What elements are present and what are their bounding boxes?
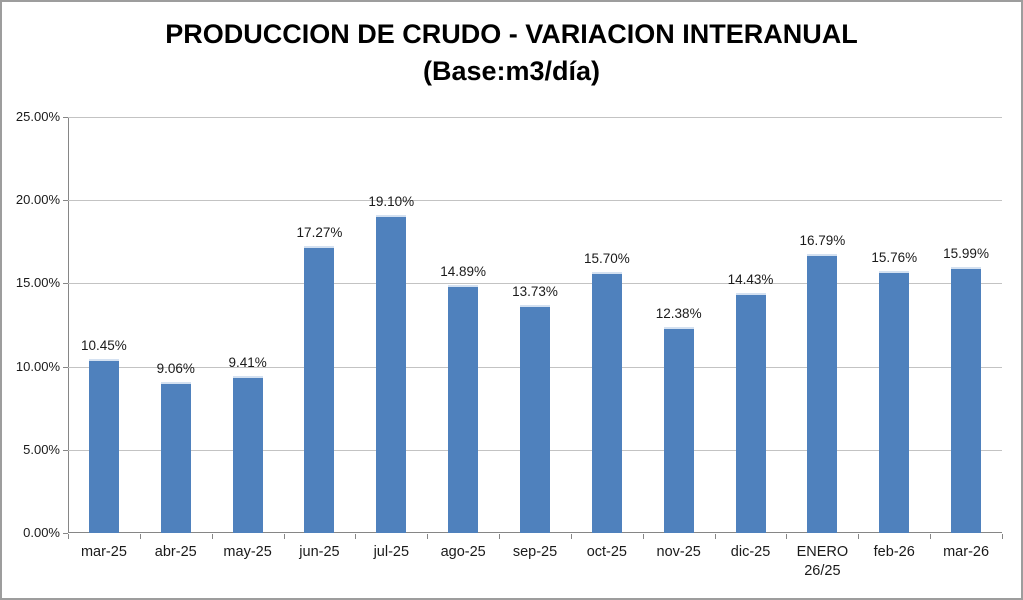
- bar: [807, 253, 838, 533]
- x-axis-tick: [139, 534, 141, 539]
- y-axis-label: 25.00%: [15, 109, 60, 124]
- bar-value-label: 17.27%: [296, 224, 343, 240]
- x-axis-label: abr-25: [154, 544, 197, 560]
- x-axis-tick: [355, 534, 357, 539]
- bar: [951, 266, 982, 533]
- bar-value-label: 16.79%: [799, 232, 846, 248]
- x-axis-tick: [642, 534, 644, 539]
- x-axis-label: sep-25: [512, 544, 558, 560]
- x-axis-label: mar-25: [80, 544, 127, 560]
- bar: [448, 285, 479, 533]
- bar-value-label: 9.06%: [156, 361, 195, 377]
- x-axis-label: feb-26: [873, 544, 915, 560]
- gridline: [68, 117, 1002, 118]
- y-axis-tick: [63, 366, 68, 368]
- bar: [879, 270, 910, 533]
- x-axis-tick: [1002, 534, 1003, 539]
- x-axis-tick: [427, 534, 429, 539]
- y-axis-tick: [63, 200, 68, 202]
- y-axis-tick: [63, 283, 68, 285]
- bar: [735, 292, 766, 533]
- bar-value-label: 10.45%: [81, 338, 127, 354]
- chart-title: PRODUCCION DE CRUDO - VARIACION INTERANU…: [165, 19, 858, 49]
- y-axis-tick: [63, 449, 68, 451]
- gridline: [68, 200, 1002, 202]
- bar-value-label: 9.41%: [228, 355, 267, 371]
- y-axis-label: 0.00%: [23, 525, 60, 540]
- x-axis-label: jun-25: [299, 544, 340, 560]
- bar: [591, 271, 622, 533]
- x-axis-tick: [499, 534, 501, 539]
- y-axis-label: 15.00%: [15, 275, 60, 291]
- bar-value-label: 19.10%: [368, 194, 415, 210]
- bar: [663, 326, 694, 533]
- x-axis-label: ENERO 26/25: [796, 544, 849, 579]
- x-axis-label: oct-25: [586, 544, 627, 560]
- x-axis-tick: [930, 534, 932, 539]
- bar-value-label: 14.89%: [440, 264, 487, 280]
- x-axis-label: jul-25: [373, 544, 410, 560]
- bar: [304, 245, 335, 533]
- x-axis-label: may-25: [223, 544, 272, 560]
- x-axis-tick: [211, 534, 213, 539]
- gridline: [68, 283, 1002, 285]
- bar: [520, 304, 550, 533]
- x-axis-label: dic-25: [730, 544, 771, 560]
- y-axis-label: 20.00%: [15, 192, 60, 208]
- bar: [160, 382, 191, 533]
- y-axis-label: 5.00%: [23, 441, 60, 457]
- x-axis-tick: [858, 534, 860, 539]
- x-axis-tick: [786, 534, 788, 539]
- x-axis-label: mar-26: [943, 544, 990, 560]
- chart-subtitle: (Base:m3/día): [422, 56, 601, 86]
- bar-value-label: 13.73%: [512, 283, 558, 299]
- bar: [232, 376, 263, 533]
- bar-value-label: 14.43%: [727, 271, 774, 287]
- y-axis-tick: [63, 117, 68, 118]
- y-axis-label: 10.00%: [15, 358, 60, 374]
- bar-value-label: 15.76%: [871, 249, 918, 265]
- x-axis-tick: [283, 534, 285, 539]
- x-axis-label: ago-25: [440, 544, 486, 560]
- x-axis-label: nov-25: [656, 544, 701, 560]
- x-axis-tick: [570, 534, 572, 539]
- x-axis-tick: [714, 534, 716, 539]
- bar-value-label: 12.38%: [655, 305, 702, 321]
- bar: [376, 215, 407, 533]
- y-axis-tick: [63, 533, 68, 534]
- x-axis-tick: [68, 534, 69, 539]
- chart-title-block: PRODUCCION DE CRUDO - VARIACION INTERANU…: [2, 16, 1021, 90]
- bar-value-label: 15.70%: [583, 250, 630, 266]
- bar: [88, 359, 119, 533]
- bar-value-label: 15.99%: [943, 245, 989, 261]
